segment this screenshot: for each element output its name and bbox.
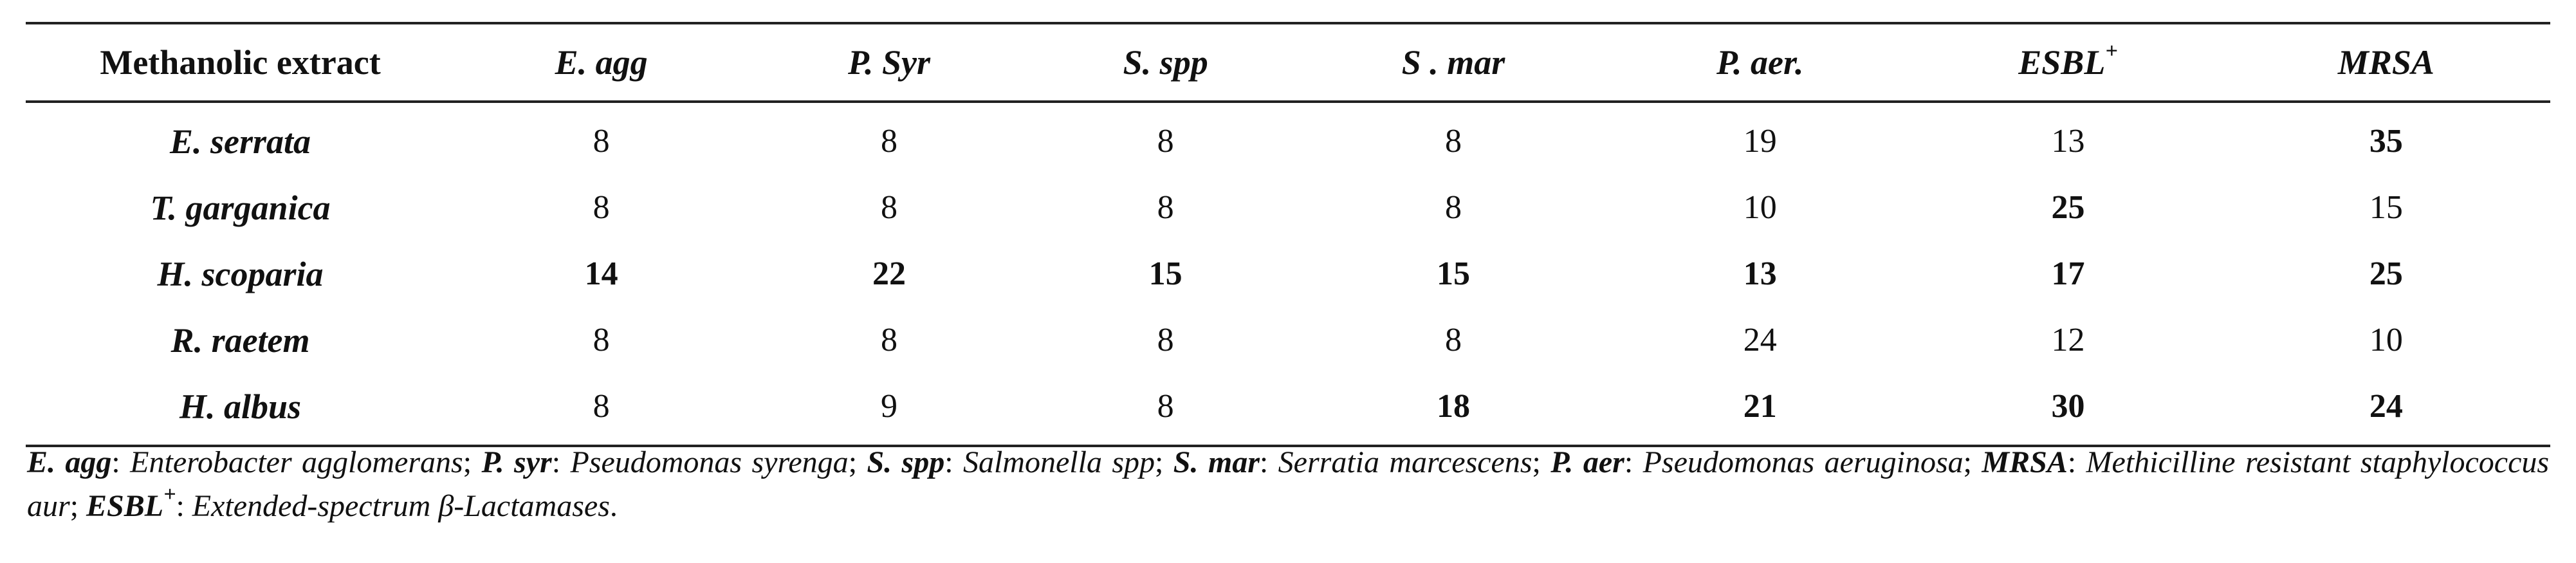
footnote-separator: ;: [1155, 445, 1173, 479]
value-cell: 8: [1030, 373, 1301, 447]
header-p-aer: P. aer.: [1606, 22, 1915, 103]
value-cell: 15: [1436, 255, 1470, 292]
species-name-cell: R. raetem: [170, 320, 310, 360]
header-mrsa: MRSA: [2222, 22, 2550, 103]
value-cell: 8: [880, 123, 897, 160]
value-cell: 8: [1444, 322, 1462, 358]
footnote-abbreviation: S. mar: [1173, 445, 1260, 479]
footnote-separator: ;: [1963, 445, 1982, 479]
footnote-definition: Pseudomonas syrenga: [570, 445, 849, 479]
footnote-abbreviation-text: P. syr: [481, 445, 552, 479]
value-cell: 8: [1444, 123, 1462, 160]
value-cell: 14: [584, 255, 618, 292]
header-methanolic-extract: Methanolic extract: [26, 22, 455, 103]
header-esbl-superscript: +: [2105, 39, 2118, 63]
value-cell: 8: [593, 123, 610, 160]
value-cell: 8: [1157, 322, 1174, 358]
value-cell: 10: [1743, 189, 1777, 226]
value-cell: 8: [593, 189, 610, 226]
footnote-separator: .: [609, 489, 618, 523]
footnote-separator: ;: [1532, 445, 1551, 479]
table-row: H. scoparia 14 22 15 15 13 17 25: [26, 241, 2550, 307]
value-cell: 19: [1743, 123, 1777, 160]
footnote-abbreviation-superscript: +: [163, 483, 176, 506]
footnote-definition: Serratia marcescens: [1278, 445, 1532, 479]
footnote-separator: ;: [463, 445, 482, 479]
value-cell: 17: [2051, 255, 2085, 292]
footnote-abbreviation: MRSA: [1982, 445, 2067, 479]
value-cell: 21: [1606, 373, 1915, 447]
footnote-separator: ;: [848, 445, 867, 479]
table-row: H. albus 8 9 8 18 21 30 24: [26, 373, 2550, 447]
table-row: T. garganica 8 8 8 8 10 25 15: [26, 174, 2550, 241]
footnote-abbreviation-text: S. mar: [1173, 445, 1260, 479]
footnote-definition: Pseudomonas aeruginosa: [1642, 445, 1964, 479]
antibacterial-activity-table: Methanolic extract E. agg P. Syr S. spp …: [26, 22, 2550, 447]
value-cell: 15: [1148, 255, 1182, 292]
value-cell: 25: [2369, 255, 2403, 292]
value-cell: 24: [1743, 322, 1777, 358]
footnote-abbreviation: P. syr: [481, 445, 551, 479]
species-name-cell: E. serrata: [170, 122, 311, 161]
footnote-abbreviation-text: MRSA: [1982, 445, 2068, 479]
value-cell: 30: [1914, 373, 2222, 447]
species-name-cell: H. scoparia: [157, 254, 324, 293]
results-table-container: Methanolic extract E. agg P. Syr S. spp …: [26, 22, 2550, 447]
value-cell: 8: [880, 322, 897, 358]
table-footnote: E. agg: Enterobacter agglomerans; P. syr…: [27, 445, 2550, 524]
species-name-cell: H. albus: [26, 373, 455, 447]
footnote-definition: Methicilline resistant staphylococcus au…: [27, 445, 2550, 523]
table-body: E. serrata 8 8 8 8 19 13 35 T. garganica 8 8 8 8 10 25…: [26, 102, 2550, 447]
value-cell: 8: [1157, 189, 1174, 226]
footnote-abbreviation: P. aer: [1550, 445, 1624, 479]
value-cell: 13: [1743, 255, 1777, 292]
value-cell: 8: [593, 322, 610, 358]
header-p-syr: P. Syr: [748, 22, 1031, 103]
footnote-abbreviation-text: S. spp: [867, 445, 945, 479]
value-cell: 13: [2051, 123, 2085, 160]
footnote-definition: Salmonella spp: [962, 445, 1155, 479]
value-cell: 24: [2222, 373, 2550, 447]
value-cell: 35: [2369, 123, 2403, 160]
value-cell: 25: [2051, 189, 2085, 226]
footnote-definition: Extended-spectrum β-Lactamases: [192, 489, 610, 523]
footnote-abbreviation-text: ESBL: [86, 489, 164, 523]
table-row: E. serrata 8 8 8 8 19 13 35: [26, 102, 2550, 174]
footnote-definition: Enterobacter agglomerans: [130, 445, 463, 479]
footnote-abbreviation-text: E. agg: [27, 445, 112, 479]
footnote-abbreviation: S. spp: [867, 445, 944, 479]
header-e-agg: E. agg: [455, 22, 748, 103]
table-row: R. raetem 8 8 8 8 24 12 10: [26, 307, 2550, 373]
value-cell: 9: [748, 373, 1031, 447]
header-s-mar: S . mar: [1300, 22, 1606, 103]
value-cell: 8: [455, 373, 748, 447]
footnote-abbreviation: E. agg: [27, 445, 111, 479]
value-cell: 8: [1444, 189, 1462, 226]
value-cell: 22: [872, 255, 906, 292]
footnote-abbreviation-text: P. aer: [1550, 445, 1624, 479]
value-cell: 18: [1300, 373, 1606, 447]
table-header-row: Methanolic extract E. agg P. Syr S. spp …: [26, 22, 2550, 103]
header-s-spp: S. spp: [1030, 22, 1301, 103]
value-cell: 10: [2369, 322, 2403, 358]
value-cell: 12: [2051, 322, 2085, 358]
value-cell: 8: [1157, 123, 1174, 160]
value-cell: 15: [2369, 189, 2403, 226]
footnote-abbreviation: ESBL+: [86, 484, 176, 524]
value-cell: 8: [880, 189, 897, 226]
header-esbl: ESBL+: [1914, 22, 2222, 103]
header-esbl-label: ESBL: [2018, 43, 2106, 82]
footnote-separator: ;: [69, 489, 87, 523]
species-name-cell: T. garganica: [150, 188, 331, 227]
